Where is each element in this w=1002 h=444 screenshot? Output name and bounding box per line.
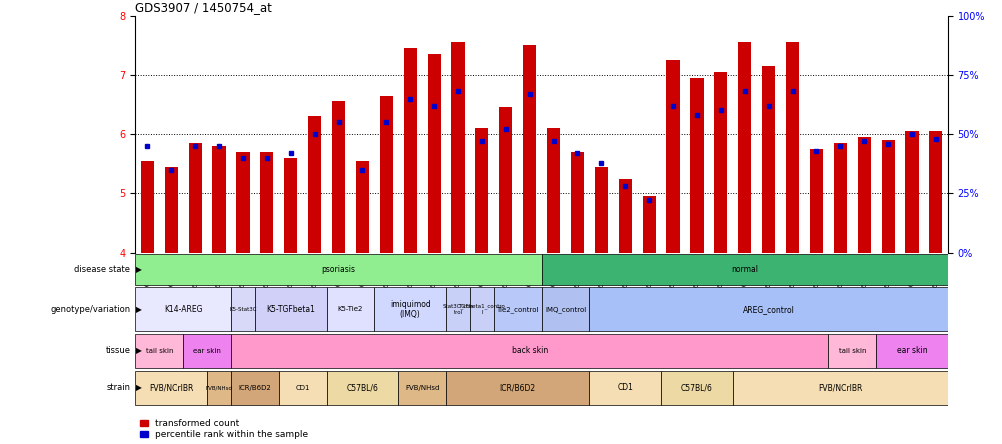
FancyBboxPatch shape <box>541 287 589 331</box>
FancyBboxPatch shape <box>589 370 660 405</box>
Text: K5-TGFbeta1: K5-TGFbeta1 <box>266 305 315 314</box>
FancyBboxPatch shape <box>732 370 947 405</box>
Bar <box>260 152 274 253</box>
Bar <box>713 72 726 253</box>
Text: normal: normal <box>730 265 758 274</box>
Bar <box>356 161 369 253</box>
Text: C57BL/6: C57BL/6 <box>680 383 712 392</box>
Bar <box>594 166 607 253</box>
Bar <box>212 146 225 253</box>
FancyBboxPatch shape <box>446 370 589 405</box>
Text: C57BL/6: C57BL/6 <box>346 383 378 392</box>
FancyBboxPatch shape <box>828 333 876 369</box>
Text: back skin: back skin <box>511 346 547 356</box>
FancyBboxPatch shape <box>255 287 327 331</box>
FancyBboxPatch shape <box>135 254 541 285</box>
Legend: transformed count, percentile rank within the sample: transformed count, percentile rank withi… <box>140 419 308 440</box>
Bar <box>499 107 512 253</box>
Text: FVB/NCrIBR: FVB/NCrIBR <box>818 383 862 392</box>
Bar <box>332 102 345 253</box>
Text: GDS3907 / 1450754_at: GDS3907 / 1450754_at <box>135 1 272 14</box>
Text: TGFbeta1_contro
l: TGFbeta1_contro l <box>458 304 505 315</box>
FancyBboxPatch shape <box>135 333 183 369</box>
Bar <box>236 152 249 253</box>
Text: FVB/NHsd: FVB/NHsd <box>205 385 232 390</box>
Bar <box>570 152 583 253</box>
FancyBboxPatch shape <box>230 287 255 331</box>
Bar <box>140 161 153 253</box>
FancyBboxPatch shape <box>589 287 947 331</box>
Text: ICR/B6D2: ICR/B6D2 <box>238 385 271 391</box>
Text: ▶: ▶ <box>136 346 142 356</box>
Text: ▶: ▶ <box>136 383 142 392</box>
Text: ICR/B6D2: ICR/B6D2 <box>499 383 535 392</box>
Text: CD1: CD1 <box>616 383 632 392</box>
Text: tail skin: tail skin <box>145 348 173 354</box>
Bar <box>809 149 823 253</box>
Text: Stat3C_con
trol: Stat3C_con trol <box>442 304 473 315</box>
FancyBboxPatch shape <box>541 254 947 285</box>
Text: disease state: disease state <box>74 265 130 274</box>
Bar <box>380 95 393 253</box>
Text: tissue: tissue <box>105 346 130 356</box>
Text: ▶: ▶ <box>136 265 142 274</box>
FancyBboxPatch shape <box>327 370 398 405</box>
FancyBboxPatch shape <box>279 370 327 405</box>
Bar <box>475 128 488 253</box>
Text: CD1: CD1 <box>296 385 310 391</box>
FancyBboxPatch shape <box>230 370 279 405</box>
Text: AREG_control: AREG_control <box>741 305 794 314</box>
Text: ear skin: ear skin <box>193 348 220 354</box>
Text: tail skin: tail skin <box>838 348 865 354</box>
FancyBboxPatch shape <box>446 287 470 331</box>
Bar <box>308 116 321 253</box>
Text: ▶: ▶ <box>136 305 142 314</box>
Text: genotype/variation: genotype/variation <box>50 305 130 314</box>
Bar <box>188 143 201 253</box>
FancyBboxPatch shape <box>493 287 541 331</box>
FancyBboxPatch shape <box>135 287 230 331</box>
Bar <box>665 60 679 253</box>
Text: FVB/NCrIBR: FVB/NCrIBR <box>149 383 193 392</box>
FancyBboxPatch shape <box>398 370 446 405</box>
Bar <box>164 166 177 253</box>
Bar <box>642 196 655 253</box>
Bar <box>523 45 536 253</box>
Text: ear skin: ear skin <box>896 346 927 356</box>
Bar <box>881 140 894 253</box>
Bar <box>905 131 918 253</box>
Bar <box>284 158 297 253</box>
FancyBboxPatch shape <box>327 287 374 331</box>
Bar <box>689 78 702 253</box>
FancyBboxPatch shape <box>470 287 493 331</box>
Text: IMQ_control: IMQ_control <box>544 306 585 313</box>
Bar <box>403 48 417 253</box>
FancyBboxPatch shape <box>183 333 230 369</box>
Text: Tie2_control: Tie2_control <box>496 306 538 313</box>
Bar <box>786 42 799 253</box>
Text: psoriasis: psoriasis <box>322 265 355 274</box>
Text: FVB/NHsd: FVB/NHsd <box>405 385 439 391</box>
Bar <box>762 66 775 253</box>
Text: strain: strain <box>106 383 130 392</box>
Text: imiquimod
(IMQ): imiquimod (IMQ) <box>390 300 430 319</box>
Text: K5-Tie2: K5-Tie2 <box>338 306 363 312</box>
FancyBboxPatch shape <box>374 287 446 331</box>
Bar <box>857 137 870 253</box>
FancyBboxPatch shape <box>876 333 947 369</box>
Bar <box>546 128 559 253</box>
FancyBboxPatch shape <box>206 370 230 405</box>
Bar <box>451 42 464 253</box>
Bar <box>618 178 631 253</box>
Bar <box>737 42 750 253</box>
FancyBboxPatch shape <box>230 333 828 369</box>
Text: K5-Stat3C: K5-Stat3C <box>228 307 257 312</box>
FancyBboxPatch shape <box>660 370 732 405</box>
Text: K14-AREG: K14-AREG <box>163 305 202 314</box>
Bar <box>929 131 942 253</box>
Bar <box>427 54 440 253</box>
FancyBboxPatch shape <box>135 370 206 405</box>
Bar <box>833 143 846 253</box>
